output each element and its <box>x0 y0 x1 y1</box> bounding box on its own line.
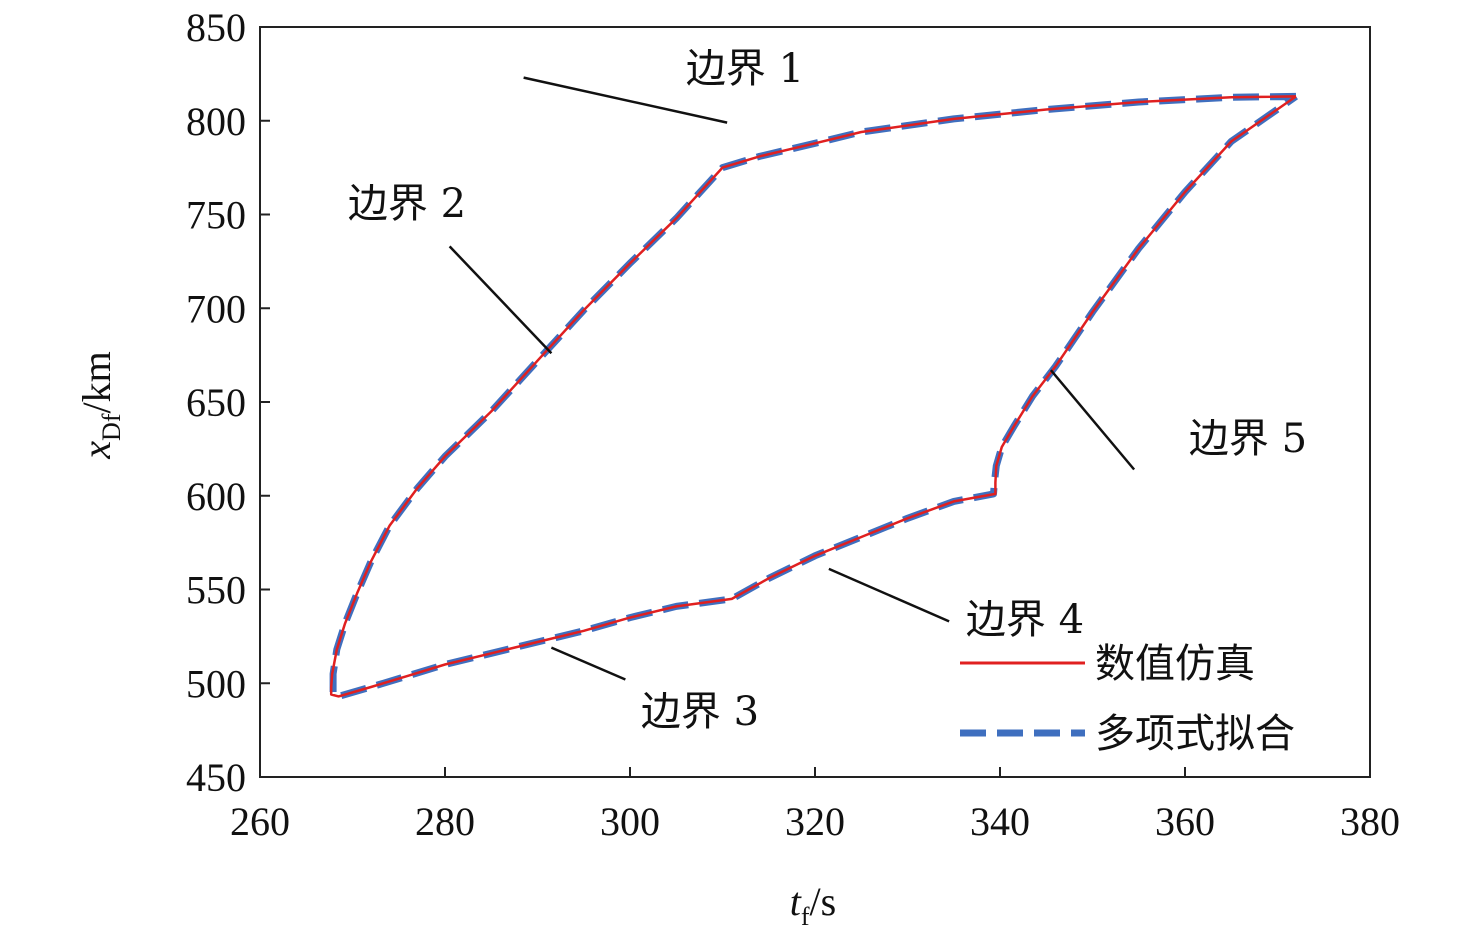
annotation-label-1: 边界 1 <box>686 46 804 92</box>
y-axis-title-main: x <box>74 441 119 460</box>
x-axis-title-main: t <box>790 879 802 924</box>
series-line-fit <box>329 92 1298 700</box>
x-tick-label: 380 <box>1340 799 1400 844</box>
annotation-label-4: 边界 4 <box>966 597 1084 643</box>
x-axis-title-unit: /s <box>810 879 837 924</box>
legend: 数值仿真 多项式拟合 <box>960 641 1295 757</box>
annotation-leader-4 <box>828 567 950 623</box>
x-axis-title: tf/s <box>790 879 836 931</box>
y-tick-label: 650 <box>186 380 246 425</box>
annotation-leader-2 <box>448 245 553 355</box>
legend-label-numerical: 数值仿真 <box>1095 641 1255 687</box>
y-tick-label: 600 <box>186 474 246 519</box>
annotation-label-5: 边界 5 <box>1189 416 1307 462</box>
annotation-label-2: 边界 2 <box>348 181 466 227</box>
x-tick-label: 280 <box>415 799 475 844</box>
legend-label-fit: 多项式拟合 <box>1095 711 1295 757</box>
y-tick-label: 850 <box>186 5 246 50</box>
annotation-leader-5 <box>1049 369 1136 471</box>
y-tick-label: 500 <box>186 661 246 706</box>
x-tick-label: 320 <box>785 799 845 844</box>
x-axis-title-sub: f <box>801 902 810 931</box>
y-tick-label: 700 <box>186 286 246 331</box>
series-line-numerical <box>329 95 1297 698</box>
annotation-label-3: 边界 3 <box>641 689 759 735</box>
annotation-leader-1 <box>523 76 728 124</box>
y-tick-label: 800 <box>186 99 246 144</box>
y-tick-label: 550 <box>186 568 246 613</box>
x-tick-label: 360 <box>1155 799 1215 844</box>
annotation-layer: 边界 1 边界 2 边界 3 边界 4 边界 5 <box>348 46 1307 735</box>
y-tick-labels: 450 500 550 600 650 700 750 800 850 <box>186 5 246 800</box>
x-tick-label: 300 <box>600 799 660 844</box>
annotation-leader-3 <box>550 646 626 681</box>
y-tick-label: 750 <box>186 193 246 238</box>
x-tick-label: 260 <box>230 799 290 844</box>
y-tick-label: 450 <box>186 755 246 800</box>
y-axis-title: xDf/km <box>74 351 126 459</box>
series-layer <box>329 92 1298 700</box>
y-axis-title-sub: Df <box>97 413 126 441</box>
axis-ticks <box>259 26 1371 778</box>
y-axis-title-unit: /km <box>74 351 119 413</box>
x-tick-label: 340 <box>970 799 1030 844</box>
x-tick-labels: 260 280 300 320 340 360 380 <box>230 799 1400 844</box>
